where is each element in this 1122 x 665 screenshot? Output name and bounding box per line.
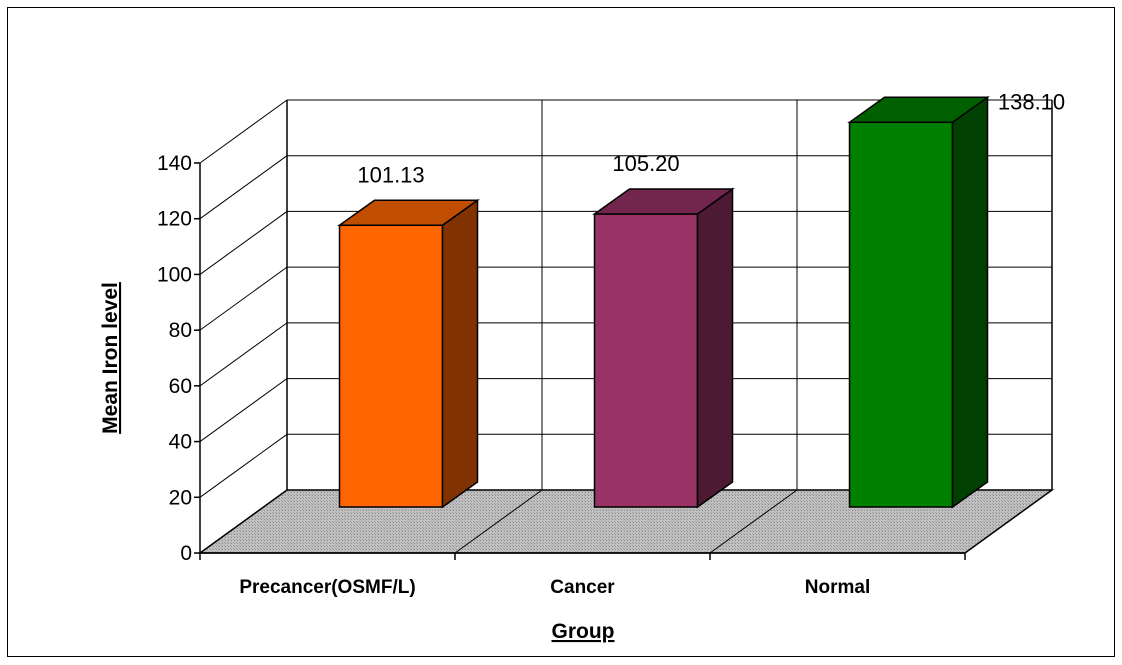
bar-side bbox=[441, 198, 479, 509]
side-gridline bbox=[199, 155, 288, 220]
bar-front bbox=[338, 224, 444, 508]
data-label: 138.10 bbox=[998, 89, 1065, 114]
y-tick-label: 60 bbox=[169, 375, 192, 398]
bar-top bbox=[337, 199, 480, 227]
x-category-label: Normal bbox=[805, 577, 870, 598]
bar-side bbox=[696, 187, 734, 509]
side-gridline bbox=[199, 211, 288, 275]
y-tick-label: 80 bbox=[169, 319, 192, 342]
y-tick-label: 100 bbox=[157, 263, 192, 286]
y-tick-label: 120 bbox=[157, 208, 192, 231]
x-axis-title: Group bbox=[552, 620, 615, 643]
x-category-label: Precancer(OSMF/L) bbox=[239, 577, 415, 598]
y-tick-label: 0 bbox=[180, 542, 192, 565]
x-category-label: Cancer bbox=[550, 577, 615, 598]
y-tick-label: 20 bbox=[169, 486, 192, 509]
side-gridline bbox=[199, 489, 288, 554]
bar-3 bbox=[847, 95, 990, 509]
y-tick-label: 40 bbox=[169, 431, 192, 454]
data-label: 105.20 bbox=[612, 151, 679, 176]
y-tick-label: 140 bbox=[157, 152, 192, 175]
bar-front bbox=[848, 121, 954, 508]
bar-top bbox=[592, 188, 735, 215]
side-gridline bbox=[199, 266, 288, 331]
bar-1 bbox=[337, 198, 480, 509]
bar-front bbox=[593, 213, 699, 508]
side-gridline bbox=[199, 433, 288, 498]
side-gridline bbox=[199, 378, 288, 442]
y-axis-title: Mean Iron level bbox=[99, 282, 122, 434]
data-label: 101.13 bbox=[357, 162, 424, 187]
bar-side bbox=[951, 95, 989, 509]
bar-top bbox=[847, 96, 990, 124]
side-gridline bbox=[199, 322, 288, 387]
floor-divider bbox=[709, 489, 798, 554]
floor-divider bbox=[454, 489, 543, 554]
bar-2 bbox=[592, 187, 735, 509]
side-gridline bbox=[199, 99, 288, 164]
